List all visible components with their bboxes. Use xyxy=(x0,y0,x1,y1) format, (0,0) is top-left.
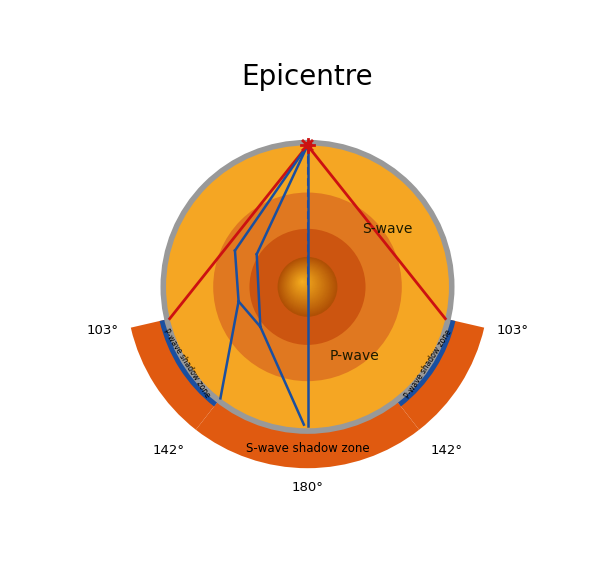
Text: P-wave shadow zone: P-wave shadow zone xyxy=(161,328,212,400)
Text: S-wave shadow zone: S-wave shadow zone xyxy=(245,442,370,455)
Circle shape xyxy=(291,271,318,297)
Circle shape xyxy=(280,260,334,313)
Circle shape xyxy=(292,272,316,295)
Circle shape xyxy=(298,278,307,287)
Circle shape xyxy=(299,279,305,285)
Circle shape xyxy=(297,276,309,288)
Wedge shape xyxy=(160,317,224,406)
Text: P-wave shadow zone: P-wave shadow zone xyxy=(403,328,454,400)
Circle shape xyxy=(284,263,329,308)
Text: 103°: 103° xyxy=(86,324,118,337)
Circle shape xyxy=(281,260,333,312)
Circle shape xyxy=(290,269,320,299)
Circle shape xyxy=(292,271,317,297)
Wedge shape xyxy=(196,398,419,468)
Circle shape xyxy=(296,276,310,290)
Circle shape xyxy=(295,275,312,291)
Text: 103°: 103° xyxy=(497,324,529,337)
Circle shape xyxy=(294,273,314,293)
Circle shape xyxy=(290,270,319,298)
Wedge shape xyxy=(391,317,455,406)
Circle shape xyxy=(287,266,324,304)
Circle shape xyxy=(295,274,313,292)
Circle shape xyxy=(280,258,335,314)
Circle shape xyxy=(298,277,308,287)
Circle shape xyxy=(283,262,331,310)
Circle shape xyxy=(289,268,322,301)
Circle shape xyxy=(284,264,328,307)
Circle shape xyxy=(296,275,311,290)
Circle shape xyxy=(286,265,326,305)
Text: S-wave: S-wave xyxy=(362,222,412,236)
Circle shape xyxy=(288,267,322,302)
Circle shape xyxy=(281,261,332,312)
Circle shape xyxy=(293,272,316,295)
Circle shape xyxy=(300,280,305,284)
Circle shape xyxy=(289,268,320,300)
Circle shape xyxy=(278,257,337,317)
Circle shape xyxy=(166,145,449,428)
Circle shape xyxy=(301,280,304,283)
Circle shape xyxy=(279,258,335,315)
Text: 142°: 142° xyxy=(430,444,462,457)
Circle shape xyxy=(213,193,402,381)
Wedge shape xyxy=(395,319,484,430)
Text: 142°: 142° xyxy=(153,444,185,457)
Text: Epicentre: Epicentre xyxy=(242,63,373,91)
Circle shape xyxy=(283,263,329,309)
Circle shape xyxy=(293,273,314,294)
Wedge shape xyxy=(131,319,220,430)
Circle shape xyxy=(282,261,331,310)
Circle shape xyxy=(285,264,327,306)
Circle shape xyxy=(278,257,337,316)
Text: P-wave: P-wave xyxy=(329,349,379,363)
Circle shape xyxy=(250,229,365,345)
Circle shape xyxy=(286,265,325,305)
Circle shape xyxy=(287,267,323,302)
Circle shape xyxy=(299,278,307,286)
Circle shape xyxy=(301,281,303,282)
Text: 180°: 180° xyxy=(292,481,323,494)
